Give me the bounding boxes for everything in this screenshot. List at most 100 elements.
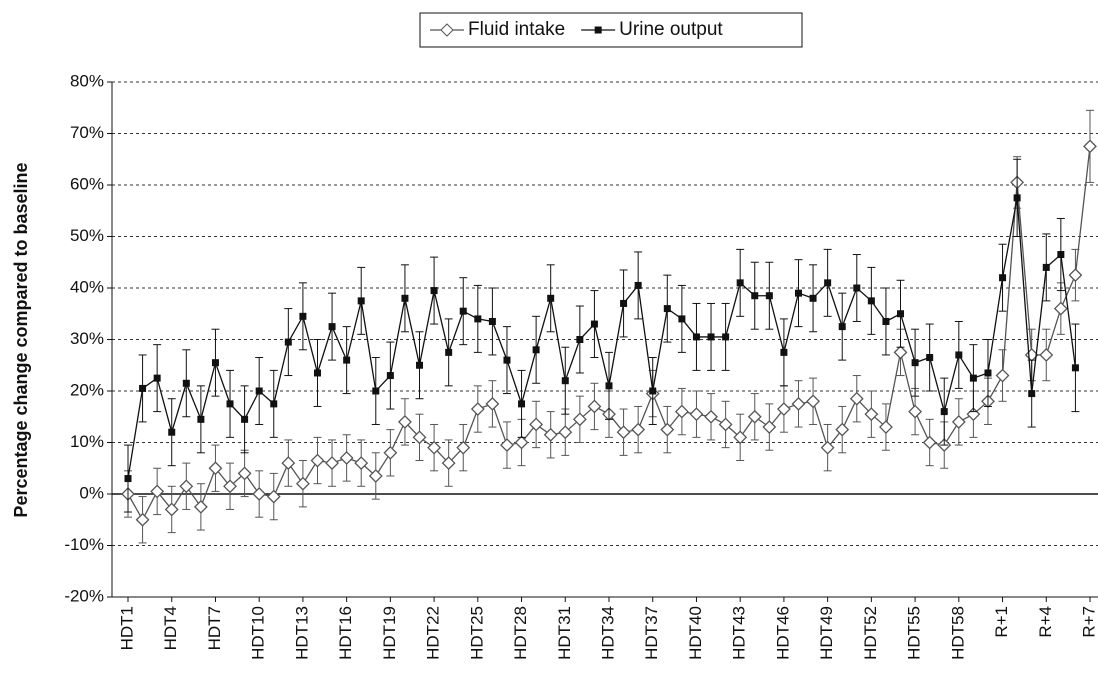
y-tick-label: 30%: [70, 329, 104, 348]
y-tick-label: 70%: [70, 123, 104, 142]
marker: [707, 333, 715, 341]
marker: [310, 453, 325, 468]
marker: [791, 396, 806, 411]
x-tick-label: HDT46: [773, 606, 792, 660]
marker: [838, 323, 846, 331]
marker: [325, 456, 339, 471]
marker: [412, 430, 427, 445]
marker: [678, 315, 686, 323]
marker: [561, 377, 569, 385]
marker: [485, 396, 500, 411]
marker: [383, 445, 398, 460]
marker: [765, 292, 773, 300]
marker: [572, 412, 587, 427]
marker: [1071, 364, 1079, 372]
marker: [456, 440, 471, 455]
marker: [999, 274, 1007, 282]
marker: [547, 294, 555, 302]
marker: [879, 420, 893, 434]
x-tick-label: HDT28: [511, 606, 530, 660]
marker: [179, 479, 194, 494]
marker: [722, 333, 730, 341]
marker: [692, 333, 700, 341]
marker: [718, 417, 733, 432]
marker: [354, 456, 369, 471]
marker: [441, 456, 456, 471]
x-tick-label: HDT13: [292, 606, 311, 660]
marker: [266, 489, 281, 504]
marker: [911, 359, 919, 367]
marker: [776, 402, 791, 416]
marker: [908, 404, 923, 419]
x-tick-label: HDT49: [817, 606, 836, 660]
marker: [281, 456, 296, 471]
marker: [529, 417, 544, 432]
marker: [762, 420, 777, 434]
marker: [193, 499, 208, 514]
marker: [416, 361, 424, 369]
marker: [1039, 348, 1054, 362]
marker: [853, 284, 861, 292]
marker: [864, 407, 879, 422]
x-tick-label: HDT34: [598, 606, 617, 660]
x-tick-label: HDT55: [905, 606, 924, 660]
marker: [252, 487, 267, 501]
marker: [372, 387, 380, 395]
marker: [587, 399, 602, 414]
marker: [1053, 301, 1068, 316]
legend-label: Urine output: [619, 19, 723, 40]
marker: [153, 374, 161, 382]
marker: [401, 294, 409, 302]
marker: [339, 451, 354, 465]
x-tick-label: HDT4: [161, 606, 180, 650]
marker: [780, 348, 788, 356]
marker: [897, 310, 905, 318]
marker: [208, 461, 223, 476]
legend-marker: [440, 23, 454, 37]
marker: [747, 409, 762, 424]
marker: [470, 402, 485, 416]
marker: [500, 438, 514, 452]
marker: [849, 391, 864, 406]
y-tick-label: 60%: [70, 174, 104, 193]
marker: [926, 354, 934, 362]
marker: [590, 320, 598, 328]
marker: [733, 430, 748, 445]
marker: [313, 369, 321, 377]
marker: [1068, 268, 1083, 283]
marker: [940, 408, 948, 416]
marker: [634, 281, 642, 289]
marker: [867, 297, 875, 305]
marker: [794, 289, 802, 297]
marker: [704, 409, 718, 424]
marker: [398, 414, 412, 429]
marker: [430, 287, 438, 295]
marker: [168, 428, 176, 436]
marker: [241, 415, 249, 423]
y-tick-label: 80%: [70, 71, 104, 90]
marker: [820, 440, 835, 455]
marker: [984, 369, 992, 377]
marker: [328, 323, 336, 331]
marker: [882, 317, 890, 325]
marker: [514, 435, 529, 450]
marker: [922, 435, 937, 450]
marker: [1042, 263, 1050, 271]
marker: [459, 307, 467, 315]
marker: [951, 414, 966, 429]
marker: [893, 345, 908, 360]
x-tick-label: HDT43: [730, 606, 749, 660]
x-tick-label: HDT7: [205, 606, 224, 650]
marker: [809, 294, 817, 302]
marker: [649, 387, 657, 395]
marker: [474, 315, 482, 323]
marker: [955, 351, 963, 359]
marker: [1013, 194, 1021, 202]
x-tick-label: HDT58: [948, 606, 967, 660]
legend-label: Fluid intake: [468, 19, 565, 40]
y-tick-label: 20%: [70, 380, 104, 399]
marker: [135, 512, 150, 527]
y-tick-label: -20%: [64, 586, 104, 605]
